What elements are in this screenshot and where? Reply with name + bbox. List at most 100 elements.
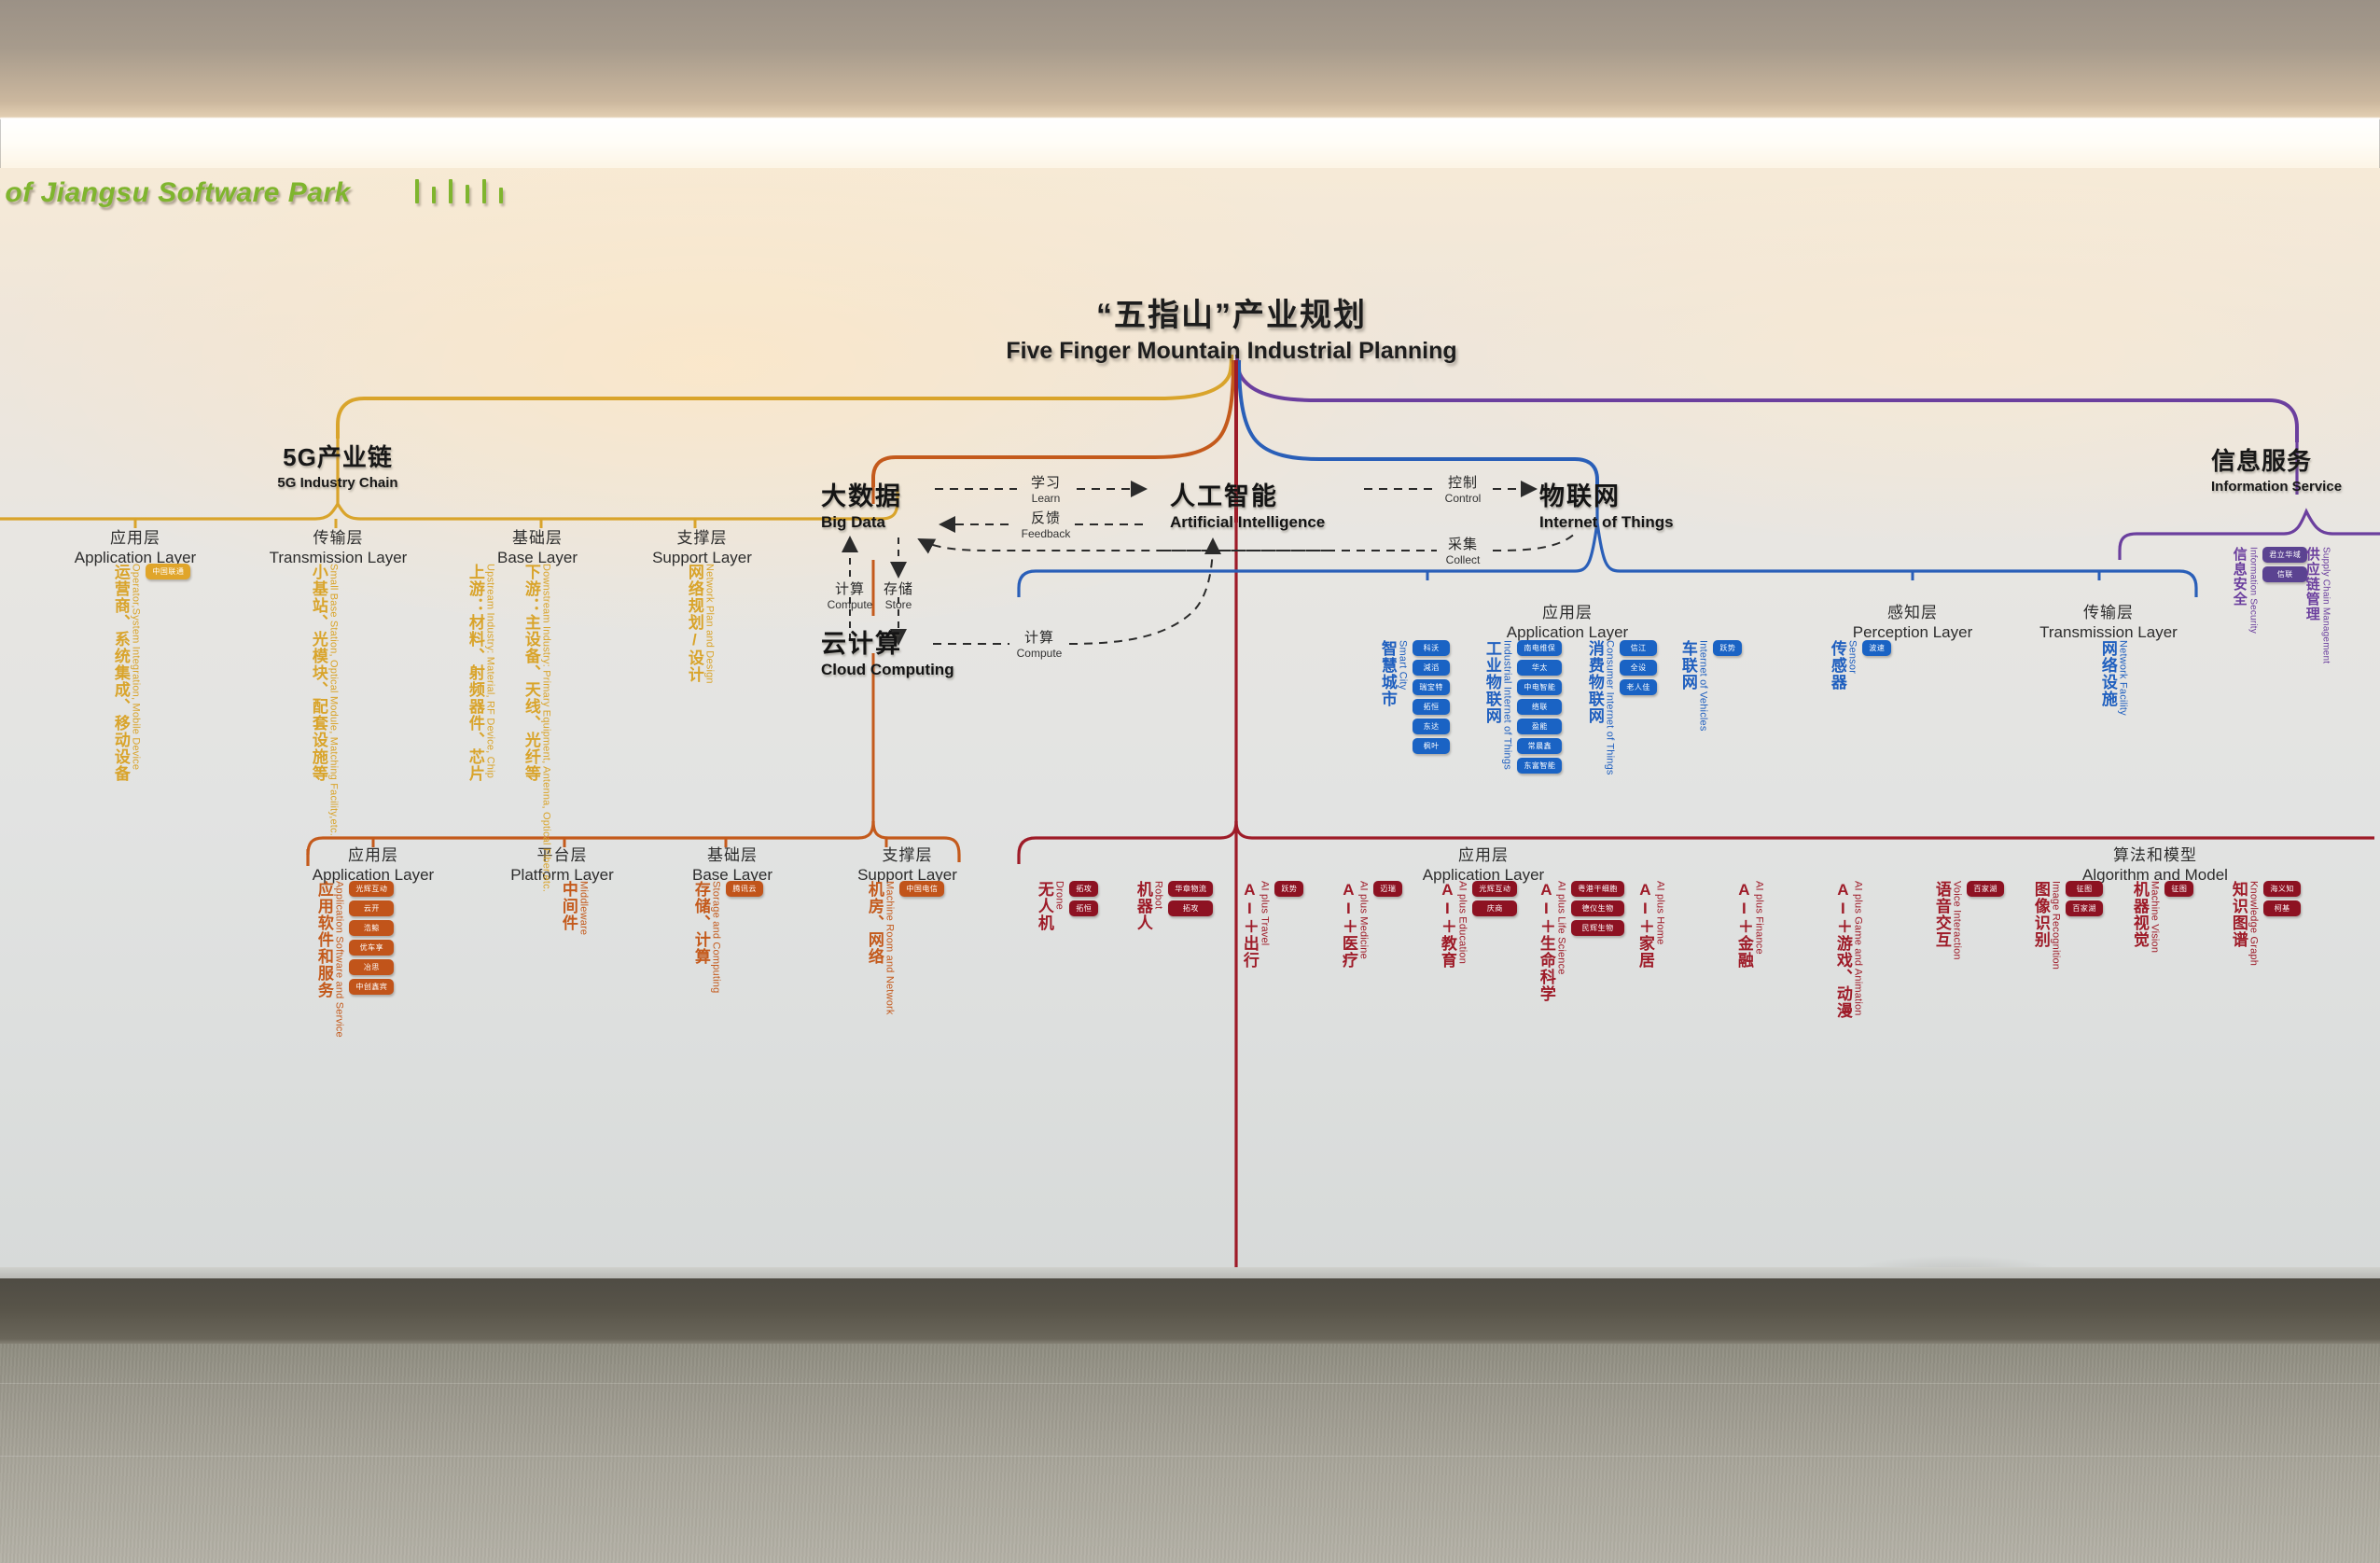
col-5g-2-cn: 上游：材料、射频器件、芯片	[466, 564, 484, 782]
company-tag[interactable]: 百家湖	[2066, 900, 2103, 916]
company-tag[interactable]: 減滔	[1413, 660, 1450, 676]
col-ai-11-cn: 机器视觉	[2130, 881, 2149, 948]
col-info-0: 信息安全 Information Security 君立华域 信联	[2231, 547, 2308, 634]
col-cloud-2: 存储、计算 Storage and Computing 腾讯云	[692, 881, 763, 993]
col-ai-10-en: Image Recognition	[2050, 881, 2062, 970]
company-tag[interactable]: 征图	[2164, 881, 2194, 897]
col-iot-4-en: Sensor	[1846, 640, 1858, 675]
company-tag[interactable]: 跃势	[1713, 640, 1743, 656]
company-tag[interactable]: 光辉互动	[1472, 881, 1518, 897]
col-5g-4: 网络规划/设计 Network Plan and Design	[686, 564, 716, 684]
col-5g-3-cn: 下游：主设备、天线、光纤等	[522, 564, 540, 782]
company-tag[interactable]: 枫叶	[1413, 738, 1450, 754]
node-ai-cn: 人工智能	[1170, 482, 1278, 510]
company-tag[interactable]: 中国电信	[899, 881, 945, 897]
col-5g-2: 上游：材料、射频器件、芯片 Upstream Industry: Material…	[466, 564, 496, 782]
col-ai-11: 机器视觉 Machine Vision 征图	[2130, 881, 2194, 953]
layer-iot-app: 应用层 Application Layer	[1506, 604, 1629, 641]
flow-store: 存储 Store	[883, 581, 913, 611]
layer-5g-base: 基础层 Base Layer	[497, 529, 578, 566]
company-tag[interactable]: 华章物流	[1168, 881, 1214, 897]
layer-ai-algorithm: 算法和模型 Algorithm and Model	[2082, 846, 2228, 884]
company-tag[interactable]: 冶思	[349, 959, 395, 975]
company-tag[interactable]: 盈能	[1517, 719, 1563, 734]
company-tag[interactable]: 拓恒	[1069, 900, 1099, 916]
company-tag[interactable]: 全设	[1620, 660, 1657, 676]
company-tag[interactable]: 拓攻	[1168, 900, 1214, 916]
company-tag[interactable]: 迈瑞	[1373, 881, 1403, 897]
col-cloud-2-cn: 存储、计算	[691, 881, 710, 965]
company-tag[interactable]: 德仪生物	[1571, 900, 1624, 916]
col-5g-0: 运营商、系统集成、移动设备 Operator,System Integration…	[112, 564, 191, 782]
company-tag[interactable]: 云开	[349, 900, 395, 916]
company-tag[interactable]: 老人佳	[1620, 679, 1657, 695]
col-5g-1: 小基站、光模块、配套设施等 Small Base Station, Optical…	[310, 564, 340, 836]
company-tag[interactable]: 粤港干细胞	[1571, 881, 1624, 897]
col-5g-3: 下游：主设备、天线、光纤等 Downstream Industry: Primar…	[522, 564, 552, 892]
layer-cloud-app: 应用层 Application Layer	[312, 846, 435, 884]
col-ai-2-cn: AI＋出行	[1240, 881, 1259, 969]
cove-light	[0, 118, 2380, 174]
col-iot-4: 传感器 Sensor 波速	[1829, 640, 1892, 691]
company-tag[interactable]: 科沃	[1413, 640, 1450, 656]
company-tag[interactable]: 腾讯云	[726, 881, 763, 897]
flow-feedback: 反馈 Feedback	[1021, 510, 1071, 540]
company-tag[interactable]: 瑞宝特	[1413, 679, 1450, 695]
col-cloud-3-en: Machine Room and Network	[884, 881, 896, 1015]
wall-surface	[0, 168, 2380, 1269]
company-tag[interactable]: 君立华域	[2262, 547, 2308, 563]
col-ai-11-tags: 征图	[2164, 881, 2194, 897]
col-iot-2-en: Consumer Internet of Things	[1604, 640, 1616, 775]
company-tag[interactable]: 信江	[1620, 640, 1657, 656]
company-tag[interactable]: 征图	[2066, 881, 2103, 897]
company-tag[interactable]: 络联	[1517, 699, 1563, 715]
company-tag[interactable]: 民辉生物	[1571, 920, 1624, 936]
node-iot: 物联网 Internet of Things	[1539, 476, 1674, 532]
col-ai-9-en: Voice Interaction	[1951, 881, 1963, 960]
company-tag[interactable]: 光辉互动	[349, 881, 395, 897]
company-tag[interactable]: 拓恒	[1413, 699, 1450, 715]
company-tag[interactable]: 跃势	[1274, 881, 1304, 897]
col-iot-4-tags: 波速	[1862, 640, 1892, 656]
company-tag[interactable]: 庆商	[1472, 900, 1518, 916]
node-bigdata-cn: 大数据	[821, 482, 902, 510]
company-tag[interactable]: 信联	[2262, 566, 2308, 582]
layer-5g-support: 支撑层 Support Layer	[652, 529, 752, 566]
company-tag[interactable]: 波速	[1862, 640, 1892, 656]
company-tag[interactable]: 拓攻	[1069, 881, 1099, 897]
col-iot-0-tags: 科沃減滔瑞宝特拓恒东达枫叶	[1413, 640, 1450, 754]
company-tag[interactable]: 柯基	[2263, 900, 2301, 916]
company-tag[interactable]: 中国联通	[146, 564, 191, 579]
layer-5g-transmission: 传输层 Transmission Layer	[269, 529, 408, 566]
col-info-0-cn: 信息安全	[2231, 547, 2248, 607]
col-iot-5-cn: 网络设施	[2098, 640, 2117, 707]
layer-cloud-support: 支撑层 Support Layer	[857, 846, 957, 884]
col-iot-2: 消费物联网 Consumer Internet of Things 信江 全设 老人佳	[1586, 640, 1657, 775]
company-tag[interactable]: 常晨鑫	[1517, 738, 1563, 754]
col-iot-1: 工业物联网 Industrial Internet of Things 南电维保 华太…	[1483, 640, 1563, 774]
company-tag[interactable]: 南电维保	[1517, 640, 1563, 656]
col-ai-2-tags: 跃势	[1274, 881, 1304, 897]
pillar-info-cn: 信息服务	[2211, 447, 2313, 475]
pillar-5g-cn: 5G产业链	[283, 443, 393, 471]
col-ai-0-en: Drone	[1053, 881, 1065, 910]
company-tag[interactable]: 中创鑫宾	[349, 979, 395, 995]
node-ai: 人工智能 Artificial Intelligence	[1170, 476, 1325, 532]
company-tag[interactable]: 东富智能	[1517, 758, 1563, 774]
layer-iot-transmission: 传输层 Transmission Layer	[2039, 604, 2178, 641]
company-tag[interactable]: 东达	[1413, 719, 1450, 734]
col-cloud-2-en: Storage and Computing	[710, 881, 722, 994]
company-tag[interactable]: 百家湖	[1967, 881, 2004, 897]
company-tag[interactable]: 中电智能	[1517, 679, 1563, 695]
company-tag[interactable]: 浩鲸	[349, 920, 395, 936]
col-cloud-0-en: Application Software and Service	[333, 881, 345, 1038]
col-ai-7-cn: AI＋金融	[1734, 881, 1753, 969]
company-tag[interactable]: 华太	[1517, 660, 1563, 676]
flow-collect: 采集 Collect	[1445, 537, 1481, 566]
col-5g-0-tags: 中国联通	[146, 564, 191, 579]
company-tag[interactable]: 海义知	[2263, 881, 2301, 897]
col-ai-1: 机器人 Robot 华章物流 拓攻	[1134, 881, 1214, 931]
floor	[0, 1344, 2380, 1563]
company-tag[interactable]: 优车享	[349, 940, 395, 956]
